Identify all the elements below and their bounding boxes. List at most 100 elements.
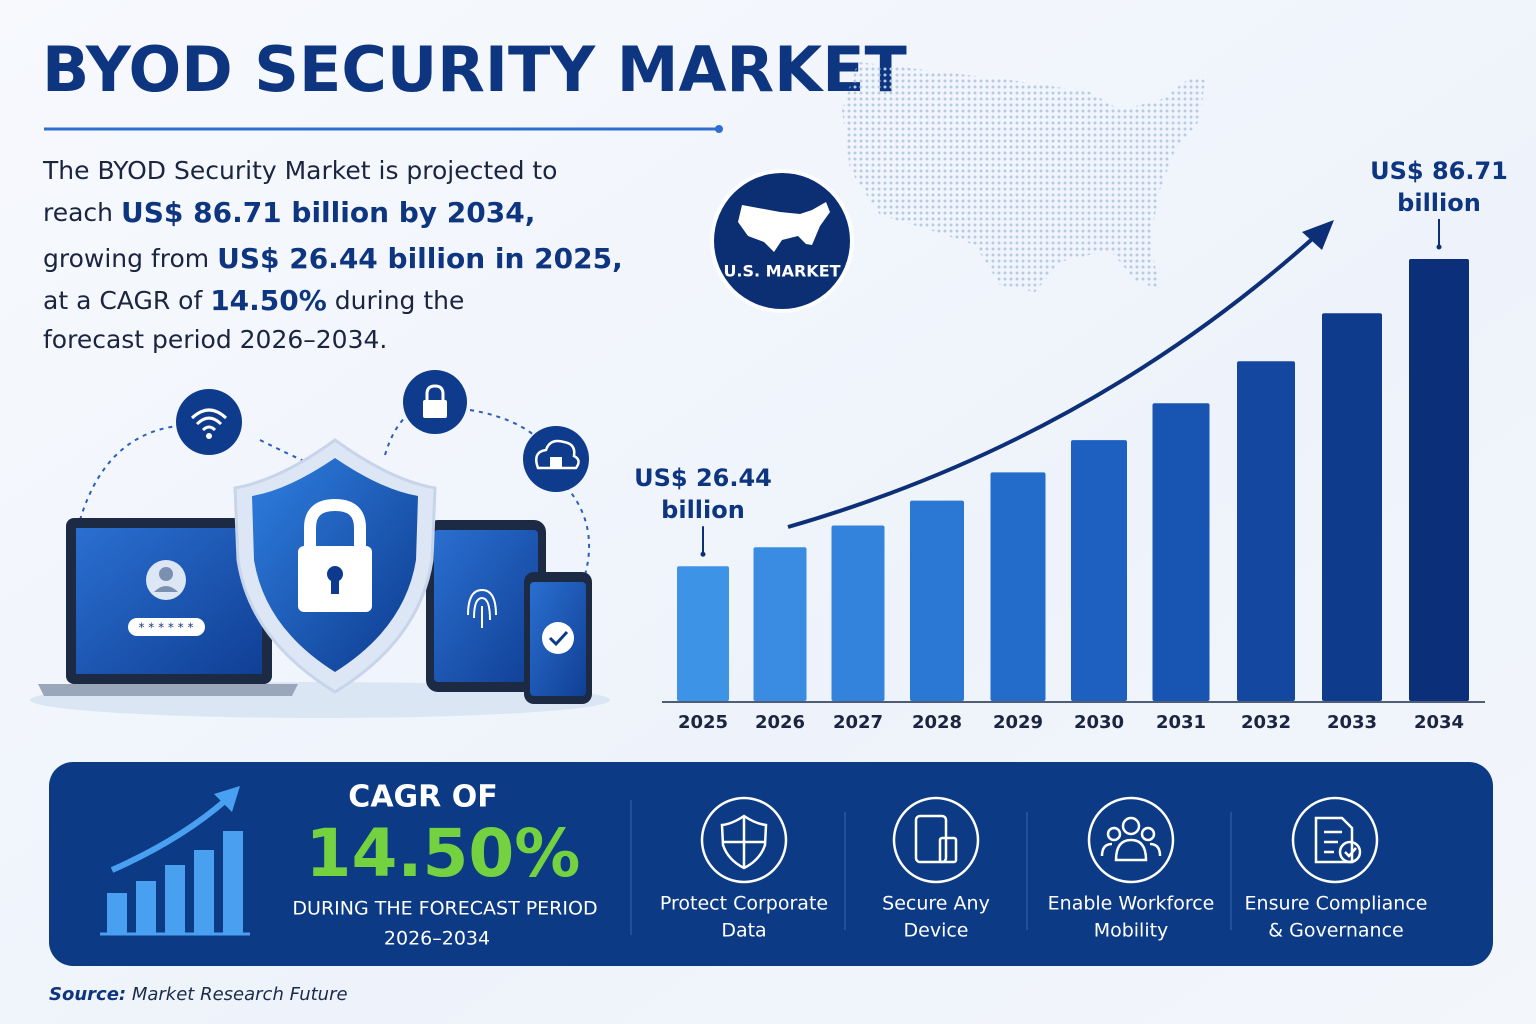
feature-icons-part (1344, 847, 1357, 858)
device-illustration-part (423, 400, 447, 418)
device-illustration-part (38, 684, 298, 696)
x-tick-label: 2029 (993, 712, 1043, 733)
description-text: growing from (43, 244, 217, 273)
device-illustration-part (206, 433, 212, 439)
growth-icon-part (165, 865, 185, 933)
device-illustration-part (535, 439, 580, 470)
x-tick-label: 2025 (678, 712, 728, 733)
device-illustration-part (154, 586, 178, 592)
feature-icons-part (700, 796, 788, 884)
x-tick-label: 2028 (912, 712, 962, 733)
summary-panel (49, 762, 1493, 966)
device-illustration-part (467, 588, 497, 628)
title-rule (44, 125, 723, 133)
cagr-period: DURING THE FORECAST PERIOD 2026–2034 (292, 898, 597, 950)
growth-icon-part (110, 797, 228, 873)
source-label: Source: (49, 984, 126, 1005)
panel-dividers (630, 800, 1232, 935)
bar-chart: 2025 US$ 26.44 billion 2026 2027 2028 2029 2030… (634, 157, 1508, 733)
description-line: reach US$ 86.71 billion by 2034, (43, 196, 535, 229)
device-illustration-part (176, 389, 242, 455)
bar (831, 525, 885, 701)
description-highlight: US$ 26.44 billion in 2025, (217, 242, 623, 275)
description-text: The BYOD Security Market is projected to (42, 156, 557, 185)
value-label-line: US$ 86.71 (1370, 157, 1508, 185)
cagr-value: 14.50% (306, 815, 581, 892)
bar (1237, 361, 1295, 701)
description-text: reach (43, 198, 121, 227)
page-title: BYOD SECURITY MARKET (42, 33, 907, 106)
feature-icons-part (1314, 816, 1354, 864)
device-illustration: * * * * * * (30, 370, 610, 718)
bar (1409, 259, 1469, 701)
device-illustration-part (434, 530, 538, 682)
x-tick-label: 2032 (1241, 712, 1291, 733)
bar (990, 472, 1046, 701)
x-tick-label: 2033 (1327, 712, 1377, 733)
feature-label: Protect Corporate (660, 893, 828, 915)
feature-icons-part (723, 816, 766, 868)
feature-icons-part (1338, 840, 1362, 864)
us-map-dots (842, 62, 1205, 292)
device-illustration-part (548, 630, 569, 647)
cagr-period-line: 2026–2034 (384, 928, 490, 950)
bar (677, 566, 729, 701)
us-market-badge (710, 169, 854, 313)
growth-arrow (787, 230, 1322, 529)
description-line: The BYOD Security Market is projected to (42, 156, 557, 185)
bar (910, 500, 964, 701)
device-illustration-part (190, 408, 228, 432)
us-market-badge-part (738, 202, 830, 252)
title-rule-part (715, 125, 723, 133)
source-line: Source: Market Research Future (49, 984, 348, 1005)
badge-label: U.S. MARKET (723, 262, 840, 281)
device-illustration-part (159, 567, 173, 581)
feature-label: & Governance (1268, 920, 1403, 942)
feature-label: Mobility (1094, 920, 1169, 942)
feature-icons-part (892, 796, 980, 884)
description-highlight: US$ 86.71 billion by 2034, (121, 196, 535, 229)
description-line: at a CAGR of 14.50% during the (43, 284, 464, 317)
growth-arrow-head (1302, 220, 1334, 250)
x-tick-label: 2034 (1414, 712, 1464, 733)
feature-label: Enable Workforce (1048, 893, 1215, 915)
feature-icons-part (1087, 796, 1175, 884)
device-illustration-part (304, 498, 366, 548)
description-highlight: 14.50% (210, 284, 327, 317)
value-label: US$ 26.44 billion (634, 464, 772, 524)
x-tick-label: 2027 (833, 712, 883, 733)
growth-icon-part (223, 831, 243, 933)
bar (1071, 440, 1127, 701)
device-illustration-part (128, 618, 205, 636)
cagr-heading: CAGR OF (348, 780, 497, 815)
value-label-line: billion (1397, 189, 1481, 217)
feature-label: Device (904, 920, 969, 942)
description-text: during the (327, 286, 465, 315)
description-text: forecast period 2026–2034. (43, 325, 387, 354)
cagr-period-line: DURING THE FORECAST PERIOD (292, 898, 597, 920)
device-illustration-part (425, 384, 445, 402)
growth-icon (100, 786, 250, 936)
feature-icons (700, 796, 1379, 884)
feature-icons-part (1106, 826, 1122, 842)
value-label-pointer-dot (700, 551, 706, 557)
description-line: forecast period 2026–2034. (43, 325, 387, 354)
feature-icons-part (1100, 838, 1162, 862)
source-text: Market Research Future (132, 984, 348, 1005)
bar (1152, 403, 1210, 701)
feature-icons-part (1121, 816, 1141, 836)
x-tick-label: 2030 (1074, 712, 1124, 733)
device-illustration-part (542, 622, 574, 654)
growth-icon-part (214, 786, 240, 812)
description-text: at a CAGR of (43, 286, 210, 315)
device-illustration-part (550, 457, 562, 467)
bar (753, 547, 807, 701)
feature-label: Data (721, 920, 766, 942)
x-tick-label: 2031 (1156, 712, 1206, 733)
feature-list: Protect Corporate Data Secure Any Device Ena… (660, 893, 1428, 942)
feature-icons-part (938, 836, 958, 864)
device-illustration-part (76, 528, 262, 674)
